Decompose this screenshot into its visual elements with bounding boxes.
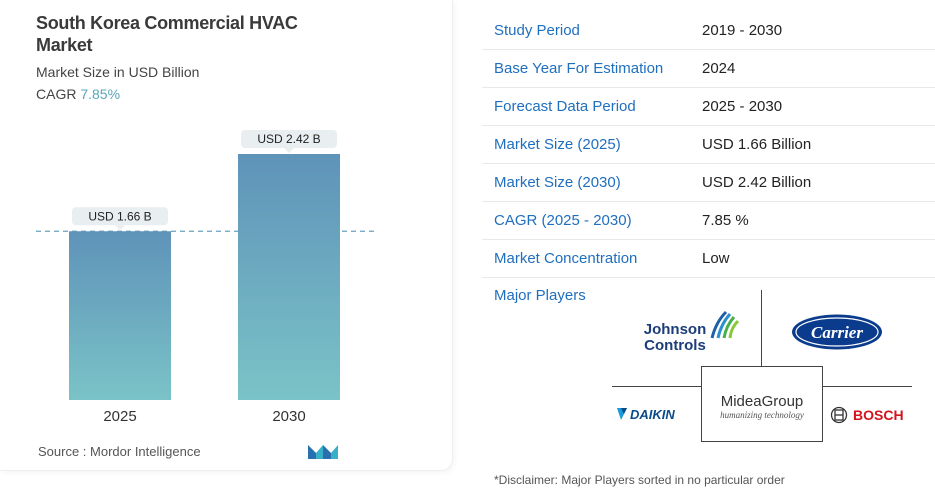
grid-divider (701, 441, 823, 442)
table-row-value: 2019 - 2030 (702, 22, 783, 39)
disclaimer-text: *Disclaimer: Major Players sorted in no … (494, 473, 785, 487)
grid-divider (761, 290, 762, 366)
table-row-value: 2025 - 2030 (702, 98, 783, 115)
grid-divider (822, 366, 823, 442)
table-row-value: USD 1.66 Billion (702, 136, 812, 153)
midea-tagline: humanizing technology (720, 410, 804, 420)
midea-text: MideaGroup (720, 393, 804, 410)
bosch-armature-icon (830, 406, 848, 424)
table-row: Market Concentration Low (482, 240, 935, 278)
bar-chart: USD 1.66 B 2025 USD 2.42 B 2030 (36, 130, 376, 425)
chart-title: South Korea Commercial HVAC Market (36, 13, 298, 55)
data-label-pointer (284, 148, 294, 153)
table-row: Base Year For Estimation 2024 (482, 50, 935, 88)
daikin-logo: DAIKIN (617, 407, 675, 422)
table-row-value: Low (702, 250, 730, 267)
data-label-pointer (115, 225, 125, 231)
category-label: 2030 (272, 408, 305, 425)
carrier-text: Carrier (811, 323, 863, 342)
cagr-label: CAGR (36, 86, 77, 102)
bosch-logo: BOSCH (830, 406, 904, 424)
table-row: Market Size (2030) USD 2.42 Billion (482, 164, 935, 202)
market-summary-table: Study Period 2019 - 2030 Base Year For Est… (482, 12, 935, 278)
daikin-text: DAIKIN (630, 407, 675, 422)
data-label: USD 1.66 B (88, 209, 151, 223)
grid-divider (822, 386, 912, 387)
data-label: USD 2.42 B (257, 132, 320, 146)
chart-card: South Korea Commercial HVAC Market Marke… (0, 0, 453, 471)
category-label: 2025 (103, 408, 136, 425)
table-row: CAGR (2025 - 2030) 7.85 % (482, 202, 935, 240)
chart-subtitle: Market Size in USD Billion (36, 64, 200, 80)
table-row: Study Period 2019 - 2030 (482, 12, 935, 50)
source-text: Source : Mordor Intelligence (38, 444, 201, 459)
table-row-key: Forecast Data Period (494, 98, 636, 115)
table-row-value: 2024 (702, 60, 736, 77)
bar (238, 154, 340, 400)
grid-divider (701, 366, 702, 442)
table-row: Market Size (2025) USD 1.66 Billion (482, 126, 935, 164)
johnson-line2: Controls (644, 337, 706, 354)
table-row: Forecast Data Period 2025 - 2030 (482, 88, 935, 126)
bar (69, 231, 171, 400)
mordor-logo-icon (308, 445, 338, 459)
data-label-bg (72, 207, 168, 226)
grid-divider (612, 386, 702, 387)
data-label-bg (241, 130, 337, 148)
table-row-key: Market Concentration (494, 250, 638, 267)
grid-divider (701, 366, 823, 367)
carrier-logo: Carrier (792, 314, 882, 350)
midea-group-logo: MideaGroup humanizing technology (702, 393, 822, 420)
johnson-swirl-icon (710, 310, 740, 339)
table-row-key: Market Size (2030) (494, 174, 621, 191)
table-row-key: Market Size (2025) (494, 136, 621, 153)
table-row-key: Study Period (494, 22, 580, 39)
johnson-controls-logo: Johnson Controls (640, 322, 710, 354)
major-players-label: Major Players (494, 287, 586, 304)
table-row-key: CAGR (2025 - 2030) (494, 212, 632, 229)
cagr-value: 7.85% (80, 86, 121, 102)
table-row-value: 7.85 % (702, 212, 749, 229)
table-row-value: USD 2.42 Billion (702, 174, 812, 191)
bosch-text: BOSCH (853, 407, 904, 423)
table-row-key: Base Year For Estimation (494, 60, 664, 77)
cagr-line: CAGR 7.85% (36, 86, 120, 102)
johnson-line1: Johnson (643, 321, 707, 338)
